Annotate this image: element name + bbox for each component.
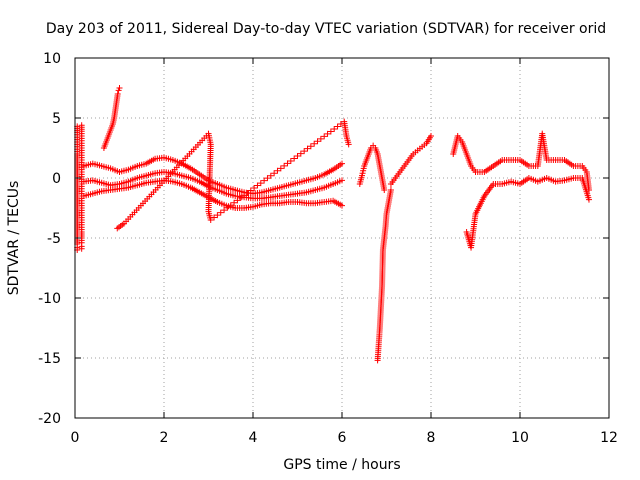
data-point <box>311 140 318 147</box>
x-tick-label: 0 <box>71 430 80 446</box>
data-point <box>214 212 221 219</box>
data-point <box>387 187 394 193</box>
x-axis-title: GPS time / hours <box>283 457 400 473</box>
data-point <box>207 217 214 223</box>
x-tick-label: 8 <box>427 430 436 446</box>
data-point <box>116 85 123 91</box>
data-point <box>251 185 258 192</box>
data-point <box>267 172 274 179</box>
y-tick-label: -5 <box>47 231 61 247</box>
data-point <box>339 177 345 184</box>
y-tick-label: 5 <box>52 111 61 127</box>
data-point <box>287 157 294 164</box>
data-point <box>297 150 304 157</box>
data-point <box>324 130 331 137</box>
data-point <box>224 204 231 211</box>
data-point <box>247 187 254 194</box>
data-point <box>428 133 434 139</box>
x-tick-label: 10 <box>511 430 529 446</box>
y-tick-label: 0 <box>52 171 61 187</box>
data-point <box>264 175 271 182</box>
y-tick-label: 10 <box>43 51 61 67</box>
data-point <box>321 133 328 140</box>
data-point <box>294 153 301 160</box>
data-points <box>74 85 592 364</box>
x-tick-label: 4 <box>249 430 258 446</box>
grid <box>75 58 609 418</box>
chart-title: Day 203 of 2011, Sidereal Day-to-day VTE… <box>46 21 606 37</box>
data-point <box>244 189 251 196</box>
data-point <box>585 196 592 203</box>
data-point <box>254 182 261 189</box>
data-point <box>327 128 334 135</box>
data-point <box>301 148 308 155</box>
data-point <box>221 207 228 214</box>
x-tick-label: 12 <box>600 430 618 446</box>
data-point <box>241 192 248 199</box>
data-point <box>317 135 324 142</box>
data-point <box>284 160 291 167</box>
data-point <box>217 209 224 216</box>
x-tick-label: 6 <box>338 430 347 446</box>
y-axis-title: SDTVAR / TECUs <box>6 181 22 296</box>
y-tick-label: -10 <box>38 291 61 307</box>
data-point <box>227 202 234 209</box>
y-tick-label: -15 <box>38 351 61 367</box>
data-point <box>274 167 281 174</box>
data-point <box>334 123 341 130</box>
plot-frame <box>74 57 610 419</box>
data-point <box>307 143 314 150</box>
data-point <box>314 138 321 145</box>
data-point <box>277 165 284 172</box>
y-tick-label: -20 <box>38 411 61 427</box>
data-point <box>304 145 311 152</box>
data-point <box>257 180 264 187</box>
data-point <box>281 162 288 169</box>
data-point <box>231 199 238 206</box>
data-point <box>339 160 345 167</box>
data-point <box>261 177 268 184</box>
data-point <box>345 141 352 148</box>
data-point <box>114 91 121 97</box>
data-point <box>234 197 241 204</box>
data-point <box>237 194 244 201</box>
data-point <box>381 187 388 193</box>
data-point <box>78 245 85 252</box>
data-point <box>211 214 218 221</box>
x-tick-label: 2 <box>160 430 169 446</box>
data-point <box>291 155 298 162</box>
data-point <box>271 170 278 177</box>
data-point <box>339 202 345 209</box>
axis-ticks: 0 2 4 6 8 10 12 -20 -15 -10 -5 0 5 10 <box>38 51 618 446</box>
data-point <box>331 125 338 132</box>
